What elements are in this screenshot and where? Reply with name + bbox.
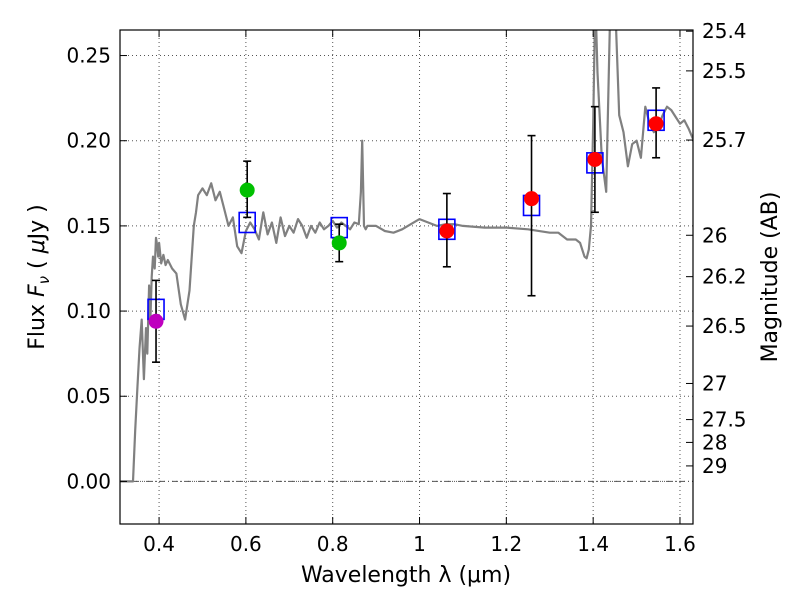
- mag-tick-label: 27.5: [702, 408, 747, 432]
- y-tick-label: 0.10: [66, 299, 111, 323]
- observed-point-I: [331, 235, 347, 251]
- right-axis-title: Magnitude (AB): [758, 192, 783, 363]
- observed-points: [148, 116, 664, 329]
- y-tick-label: 0.20: [66, 129, 111, 153]
- x-ticks: 0.4 0.6 0.8 1 1.2 1.4 1.6: [143, 30, 696, 556]
- y-tick-label: 0.00: [66, 469, 111, 493]
- mag-tick-label: 25.5: [702, 59, 747, 83]
- y-tick-label: 0.15: [66, 214, 111, 238]
- x-tick-label: 0.6: [230, 532, 262, 556]
- x-tick-label: 0.8: [317, 532, 349, 556]
- x-tick-label: 0.4: [143, 532, 175, 556]
- mag-tick-label: 29: [702, 454, 727, 478]
- observed-point-J: [524, 191, 540, 207]
- observed-point-B: [148, 313, 164, 329]
- x-tick-label: 1.6: [664, 532, 696, 556]
- observed-point-V: [239, 182, 255, 198]
- mag-tick-label: 26: [702, 223, 727, 247]
- x-tick-label: 1: [413, 532, 426, 556]
- mag-tick-label: 25.4: [702, 19, 747, 43]
- y-tick-label: 0.05: [66, 384, 111, 408]
- spectrum-line: [120, 30, 693, 483]
- observed-point-JH: [587, 151, 603, 167]
- y-tick-label: 0.25: [66, 44, 111, 68]
- observed-point-H: [648, 116, 664, 132]
- x-tick-label: 1.4: [577, 532, 609, 556]
- x-axis-title: Wavelength λ (μm): [301, 563, 511, 588]
- y-axis-title: Flux Fν ( μJy ): [25, 204, 53, 349]
- mag-tick-label: 28: [702, 430, 727, 454]
- template-spectrum: [120, 30, 693, 483]
- mag-tick-label: 26.2: [702, 265, 747, 289]
- mag-tick-label: 25.7: [702, 128, 747, 152]
- x-tick-label: 1.2: [490, 532, 522, 556]
- y-ticks: 0.00 0.05 0.10 0.15 0.20 0.25: [66, 44, 127, 493]
- mag-tick-label: 26.5: [702, 314, 747, 338]
- mag-tick-label: 27: [702, 371, 727, 395]
- observed-point-Y: [439, 223, 455, 239]
